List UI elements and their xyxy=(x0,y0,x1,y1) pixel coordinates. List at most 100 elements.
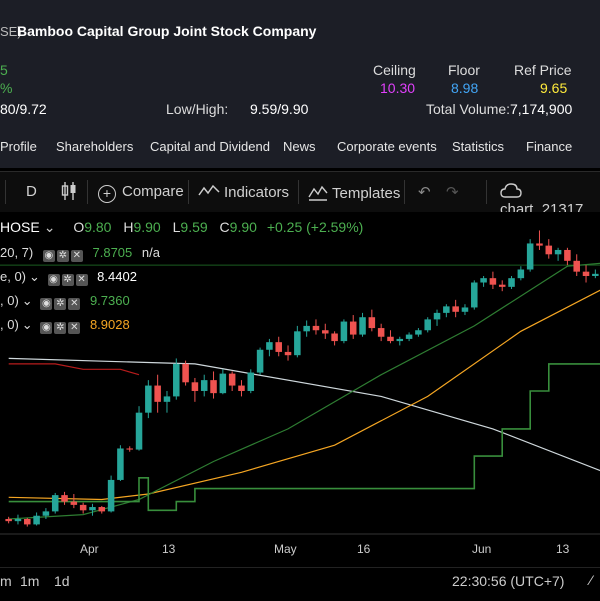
candle-body xyxy=(256,349,264,373)
candle-body xyxy=(554,249,562,255)
chevron-down-icon[interactable]: ⌄ xyxy=(43,219,56,235)
candle-body xyxy=(145,385,152,413)
range-button[interactable]: 1d xyxy=(54,573,70,589)
candle-body xyxy=(238,385,245,391)
indicator-row-2[interactable]: e, 0) ⌄ ◉ ✲ ✕ 8.4402 xyxy=(0,269,137,286)
range-button[interactable]: 1m xyxy=(20,573,40,589)
indicator-row-4[interactable]: , 0) ⌄ ◉ ✲ ✕ 8.9028 xyxy=(0,317,130,334)
ceiling-value: 10.30 xyxy=(380,80,416,96)
x-axis-label: 13 xyxy=(556,542,570,556)
candle-body xyxy=(377,328,385,337)
candle-body xyxy=(573,260,580,272)
templates-button[interactable]: Templates xyxy=(308,183,400,202)
chevron-down-icon[interactable]: ⌄ xyxy=(21,293,33,308)
candle-body xyxy=(51,495,59,512)
candle-body xyxy=(582,271,590,276)
chart-toolbar: D + Compare Indicators Templates ↶ ↷ char… xyxy=(0,171,600,218)
candle-body xyxy=(24,518,31,525)
candle-body xyxy=(387,336,394,342)
candle-body xyxy=(89,507,96,511)
templates-icon xyxy=(308,185,328,201)
candle-body xyxy=(33,515,40,525)
candle-body xyxy=(182,363,189,383)
exchange-label: HOSE xyxy=(0,219,40,235)
indicator-controls: ◉ ✲ ✕ xyxy=(42,245,85,262)
close-icon[interactable]: ✕ xyxy=(68,298,81,310)
candle-body xyxy=(461,307,469,312)
tab-statistics[interactable]: Statistics xyxy=(452,139,505,154)
ref-price-value: 9.65 xyxy=(540,80,568,96)
indicator-value: 8.4402 xyxy=(97,269,137,284)
price-chart[interactable] xyxy=(0,212,600,567)
percent-toggle[interactable]: ⁄ xyxy=(590,572,593,588)
candle-body xyxy=(154,385,161,402)
candle-body xyxy=(98,507,106,512)
indicator-row-1[interactable]: 20, 7) ◉ ✲ ✕ 7.8705 n/a xyxy=(0,245,160,262)
indicators-button[interactable]: Indicators xyxy=(198,183,289,201)
candle-body xyxy=(498,284,506,287)
candle-body xyxy=(42,511,50,516)
undo-icon[interactable]: ↶ xyxy=(418,184,431,201)
close-icon[interactable]: ✕ xyxy=(68,322,81,334)
close-icon[interactable]: ✕ xyxy=(70,250,83,262)
ma-line-red xyxy=(8,363,140,376)
gear-icon[interactable]: ✲ xyxy=(54,298,67,310)
range-fragment: 80/9.72 xyxy=(0,101,47,117)
gear-icon[interactable]: ✲ xyxy=(61,274,74,286)
templates-label: Templates xyxy=(332,185,401,202)
interval-button[interactable]: D xyxy=(26,183,37,200)
candle-body xyxy=(405,334,413,339)
tab-corporate-events[interactable]: Corporate events xyxy=(337,139,437,154)
close-icon[interactable]: ✕ xyxy=(75,274,88,286)
x-axis-label: 16 xyxy=(357,542,371,556)
gear-icon[interactable]: ✲ xyxy=(56,250,69,262)
ceiling-label: Ceiling xyxy=(373,62,416,78)
clock-time: 22:30:56 (UTC+7) xyxy=(452,573,565,589)
tab-finance[interactable]: Finance xyxy=(526,139,573,154)
indicator-value: 9.7360 xyxy=(89,293,130,308)
eye-icon[interactable]: ◉ xyxy=(40,322,53,334)
x-axis-label: 13 xyxy=(162,542,176,556)
candle-body xyxy=(219,373,227,394)
tab-news[interactable]: News xyxy=(283,139,316,154)
candle-body xyxy=(424,319,431,331)
x-axis-label: Apr xyxy=(80,542,99,556)
candle-body xyxy=(275,342,282,352)
eye-icon[interactable]: ◉ xyxy=(40,298,53,310)
high-value: 9.90 xyxy=(133,219,161,235)
candle-body xyxy=(331,333,338,342)
candle-body xyxy=(508,278,515,287)
candle-body xyxy=(536,243,543,246)
chevron-down-icon[interactable]: ⌄ xyxy=(21,317,33,332)
candle-body xyxy=(489,278,497,285)
candle-body xyxy=(5,518,12,522)
tab-profile[interactable]: Profile xyxy=(0,139,37,154)
total-volume-value: 7,174,900 xyxy=(510,101,573,117)
candle-body xyxy=(349,321,357,335)
candle-body xyxy=(284,351,292,356)
price-chart-svg[interactable] xyxy=(0,212,600,567)
candle-body xyxy=(117,448,124,480)
candlestick-style-icon[interactable] xyxy=(60,181,78,205)
indicators-label: Indicators xyxy=(224,184,290,201)
gear-icon[interactable]: ✲ xyxy=(54,322,67,334)
company-name: Bamboo Capital Group Joint Stock Company xyxy=(17,23,317,39)
close-label: C xyxy=(219,219,230,235)
indicator-row-3[interactable]: , 0) ⌄ ◉ ✲ ✕ 9.7360 xyxy=(0,293,130,310)
candle-body xyxy=(322,330,329,334)
candle-body xyxy=(79,504,87,511)
candle-body xyxy=(247,372,255,391)
redo-icon[interactable]: ↷ xyxy=(446,184,459,201)
candle-body xyxy=(359,317,366,335)
candle-body xyxy=(294,331,301,356)
compare-button[interactable]: + Compare xyxy=(98,183,184,203)
tab-capital-dividend[interactable]: Capital and Dividend xyxy=(150,139,270,154)
candle-body xyxy=(70,501,78,505)
eye-icon[interactable]: ◉ xyxy=(42,250,55,262)
tab-shareholders[interactable]: Shareholders xyxy=(56,139,134,154)
chevron-down-icon[interactable]: ⌄ xyxy=(29,269,40,284)
eye-icon[interactable]: ◉ xyxy=(47,274,60,286)
low-label: L xyxy=(172,219,181,235)
range-button[interactable]: m xyxy=(0,573,12,589)
candle-body xyxy=(191,382,199,391)
